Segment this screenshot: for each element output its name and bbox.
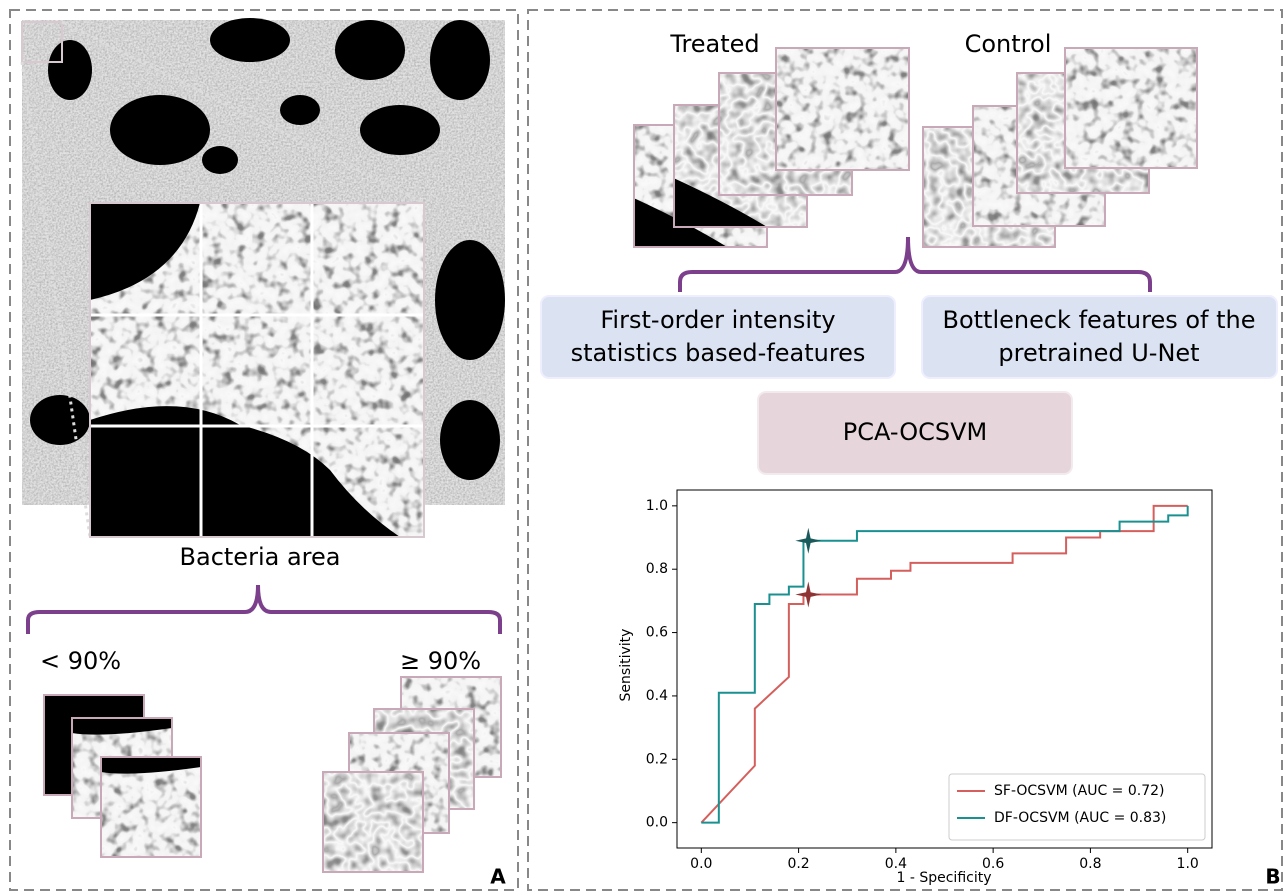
y-tick-label: 0.8 [646, 561, 668, 577]
low-label: < 90% [40, 647, 121, 675]
figure: Bacteria area < 90% ≥ 90% A Treated Cont… [0, 0, 1287, 896]
feature-text: Bottleneck features of the [942, 306, 1255, 334]
image-tile [323, 772, 423, 872]
x-axis-label: 1 - Specificity [896, 870, 991, 886]
x-tick-label: 0.6 [982, 856, 1004, 872]
feature-text: pretrained U-Net [998, 339, 1199, 367]
y-tick-label: 0.2 [646, 751, 668, 767]
image-tile [776, 48, 909, 170]
feature-text: statistics based-features [571, 339, 866, 367]
y-tick-label: 0.0 [646, 815, 668, 831]
y-tick-label: 1.0 [646, 498, 668, 514]
x-tick-label: 0.4 [885, 856, 907, 872]
treated-label: Treated [669, 30, 759, 58]
x-tick-label: 0.8 [1079, 856, 1101, 872]
panel-label: B [1265, 865, 1280, 889]
page: Bacteria area < 90% ≥ 90% A Treated Cont… [0, 0, 1287, 896]
high-label: ≥ 90% [400, 647, 481, 675]
image-tile [1065, 48, 1197, 168]
legend-label: DF-OCSVM (AUC = 0.83) [994, 810, 1166, 826]
x-tick-label: 0.2 [787, 856, 809, 872]
brace [28, 585, 500, 634]
panel-label: A [490, 865, 506, 889]
y-tick-label: 0.4 [646, 688, 668, 704]
x-tick-label: 0.0 [690, 856, 712, 872]
control-label: Control [965, 30, 1052, 58]
y-tick-label: 0.6 [646, 625, 668, 641]
y-axis-label: Sensitivity [618, 629, 634, 702]
feature-text: First-order intensity [600, 306, 835, 334]
legend-label: SF-OCSVM (AUC = 0.72) [994, 783, 1165, 799]
model-text: PCA-OCSVM [843, 418, 987, 446]
caption: Bacteria area [180, 543, 341, 571]
x-tick-label: 1.0 [1177, 856, 1199, 872]
